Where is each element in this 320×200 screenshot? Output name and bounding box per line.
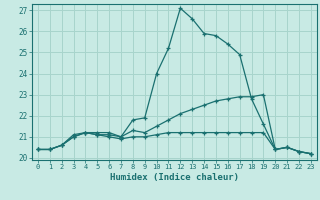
X-axis label: Humidex (Indice chaleur): Humidex (Indice chaleur) xyxy=(110,173,239,182)
